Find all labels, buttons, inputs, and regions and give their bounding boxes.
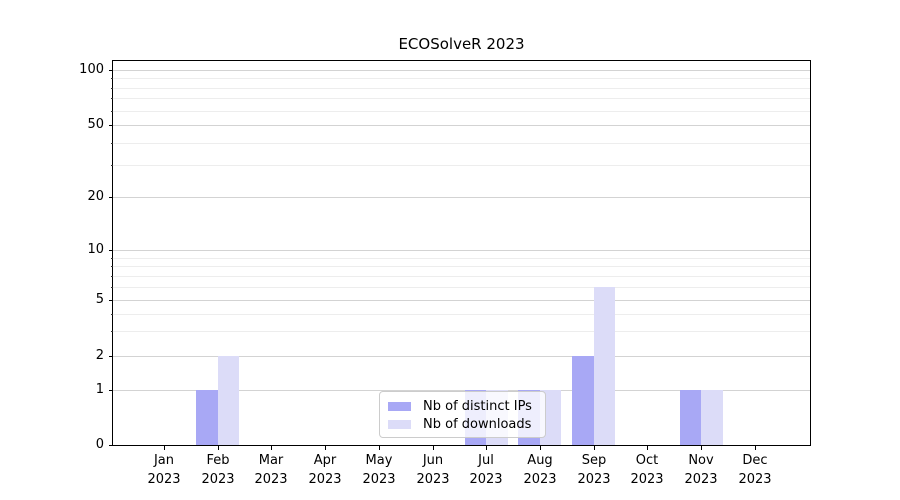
gridline-major-10 [113,250,810,251]
y-minor-tick-90 [111,78,113,79]
y-tick-label-0: 0 [95,437,104,452]
x-tick-label-dec: Dec 2023 [738,453,772,487]
plot-area [112,60,811,446]
y-minor-tick-7 [111,276,113,277]
x-tick-label-feb: Feb 2023 [201,453,235,487]
x-tick-label-apr: Apr 2023 [308,453,342,487]
x-tick-label-mar: Mar 2023 [254,453,288,487]
y-minor-tick-80 [111,88,113,89]
legend-label-distinct-ips: Nb of distinct IPs [423,398,532,414]
y-minor-tick-70 [111,98,113,99]
gridline-major-50 [113,125,810,126]
gridline-minor-60 [113,111,810,112]
y-minor-tick-3 [111,331,113,332]
x-tick-label-jan: Jan 2023 [147,453,181,487]
y-tick-label-20: 20 [87,189,104,204]
x-tick-may [379,446,380,450]
legend-label-downloads: Nb of downloads [423,416,532,432]
bar-downloads-nov [701,390,723,445]
gridline-major-1 [113,390,810,391]
y-tick-2 [109,356,113,357]
gridline-minor-80 [113,88,810,89]
legend: Nb of distinct IPs Nb of downloads [379,391,546,438]
x-tick-aug [540,446,541,450]
x-tick-jun [433,446,434,450]
gridline-minor-40 [113,143,810,144]
legend-entry-downloads: Nb of downloads [388,415,537,433]
x-tick-mar [271,446,272,450]
y-tick-1 [109,390,113,391]
y-minor-tick-30 [111,165,113,166]
gridline-major-5 [113,300,810,301]
y-minor-tick-60 [111,111,113,112]
gridline-minor-3 [113,331,810,332]
y-tick-20 [109,197,113,198]
y-minor-tick-4 [111,314,113,315]
bar-distinct-ips-sep [572,356,594,445]
bar-distinct-ips-nov [679,390,701,445]
chart-title: ECOSolveR 2023 [398,35,525,53]
x-tick-sep [594,446,595,450]
legend-entry-distinct-ips: Nb of distinct IPs [388,397,537,415]
y-tick-label-100: 100 [79,62,104,77]
legend-swatch-distinct-ips-icon [388,401,411,411]
y-tick-50 [109,125,113,126]
gridline-minor-6 [113,287,810,288]
y-minor-tick-9 [111,258,113,259]
x-tick-label-aug: Aug 2023 [523,453,557,487]
gridline-minor-7 [113,276,810,277]
gridline-minor-90 [113,78,810,79]
x-tick-jul [486,446,487,450]
gridline-major-100 [113,70,810,71]
y-tick-10 [109,250,113,251]
x-tick-oct [647,446,648,450]
x-tick-jan [164,446,165,450]
x-tick-label-jul: Jul 2023 [469,453,503,487]
y-tick-label-10: 10 [87,242,104,257]
y-tick-label-5: 5 [95,292,104,307]
gridline-minor-9 [113,258,810,259]
y-minor-tick-40 [111,143,113,144]
y-tick-100 [109,70,113,71]
x-tick-label-may: May 2023 [362,453,396,487]
y-tick-label-50: 50 [87,117,104,132]
y-minor-tick-8 [111,266,113,267]
y-tick-0 [109,445,113,446]
x-tick-label-sep: Sep 2023 [577,453,611,487]
gridline-minor-70 [113,98,810,99]
gridline-minor-30 [113,165,810,166]
y-tick-5 [109,300,113,301]
gridline-major-2 [113,356,810,357]
x-tick-apr [325,446,326,450]
x-tick-label-jun: Jun 2023 [416,453,450,487]
x-tick-label-oct: Oct 2023 [630,453,664,487]
bar-downloads-feb [217,356,240,445]
x-tick-dec [755,446,756,450]
x-tick-feb [218,446,219,450]
y-minor-tick-6 [111,287,113,288]
x-tick-nov [701,446,702,450]
y-tick-label-1: 1 [95,382,104,397]
gridline-minor-8 [113,266,810,267]
gridline-minor-4 [113,314,810,315]
gridline-major-20 [113,197,810,198]
bar-downloads-sep [593,287,616,445]
bar-distinct-ips-feb [196,390,218,445]
legend-swatch-downloads-icon [388,419,411,429]
y-tick-label-2: 2 [95,348,104,363]
x-tick-label-nov: Nov 2023 [684,453,718,487]
